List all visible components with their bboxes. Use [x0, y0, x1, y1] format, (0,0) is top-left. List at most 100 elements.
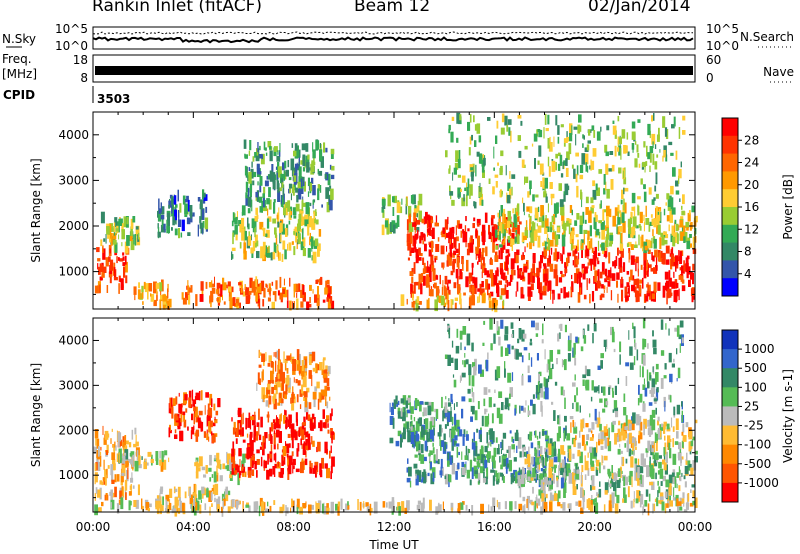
velocity-cell	[668, 352, 672, 363]
power-cell	[631, 284, 635, 292]
power-cell	[681, 268, 683, 276]
velocity-cell	[536, 353, 539, 361]
power-cell	[203, 192, 206, 198]
power-cell	[572, 250, 576, 257]
power-cell	[396, 202, 401, 213]
power-cell	[654, 185, 657, 192]
velocity-cell	[473, 366, 477, 376]
power-cell	[481, 247, 485, 253]
velocity-cell	[109, 491, 113, 496]
power-cell	[615, 256, 618, 267]
power-cell	[671, 124, 675, 129]
velocity-cell	[674, 327, 678, 332]
velocity-cell	[280, 383, 282, 391]
velocity-cell	[507, 372, 512, 383]
power-cell	[327, 173, 331, 186]
velocity-cell	[664, 435, 666, 441]
power-cell	[510, 238, 515, 245]
power-cell	[305, 202, 310, 215]
velocity-cell	[404, 416, 406, 421]
power-cell	[473, 217, 476, 222]
power-cell	[515, 253, 519, 264]
power-cell	[434, 222, 438, 227]
velocity-cell	[311, 374, 313, 387]
power-cell	[302, 216, 306, 226]
power-cell	[550, 288, 552, 300]
velocity-cell	[295, 412, 298, 423]
velocity-cell	[311, 351, 316, 362]
power-cell	[543, 265, 547, 272]
power-cell	[317, 246, 320, 257]
power-cell	[628, 285, 630, 297]
velocity-cell	[627, 486, 630, 498]
power-cell	[499, 210, 500, 219]
velocity-cell	[180, 411, 183, 423]
power-cell	[477, 223, 480, 227]
power-cell	[450, 270, 454, 276]
velocity-cell	[201, 486, 205, 494]
velocity-cell	[676, 472, 680, 478]
velocity-cell	[511, 436, 514, 442]
power-cell	[524, 145, 528, 150]
power-colorbar-segment	[722, 242, 738, 261]
velocity-cell	[322, 373, 327, 378]
power-cell	[549, 263, 554, 272]
velocity-cell	[236, 502, 239, 510]
velocity-cell	[417, 418, 421, 424]
velocity-cell	[267, 380, 271, 384]
power-cell	[130, 218, 134, 229]
velocity-cell	[596, 467, 599, 471]
power-cell	[299, 186, 301, 195]
velocity-cell	[437, 432, 440, 437]
velocity-cell	[614, 503, 619, 514]
velocity-cell	[432, 472, 435, 482]
velocity-cell	[658, 461, 662, 469]
power-cell	[540, 255, 543, 264]
power-cell	[477, 261, 479, 265]
power-cell	[216, 298, 219, 302]
power-cell	[309, 284, 312, 291]
velocity-cell	[600, 438, 604, 445]
power-cell	[322, 299, 326, 303]
power-cell	[533, 230, 537, 241]
power-cell	[653, 218, 657, 228]
power-colorbar-tick-label: 12	[744, 222, 759, 236]
power-cell	[468, 272, 473, 282]
velocity-cell	[535, 322, 539, 331]
velocity-cell	[285, 359, 288, 364]
velocity-cell	[549, 484, 553, 490]
power-cell	[651, 133, 656, 145]
power-cell	[668, 270, 671, 282]
velocity-cell	[483, 320, 486, 325]
power-cell	[490, 259, 493, 265]
power-cell	[424, 243, 427, 252]
power-cell	[447, 300, 450, 312]
velocity-cell	[490, 469, 494, 473]
velocity-cell	[366, 506, 370, 511]
velocity-cell	[676, 378, 678, 382]
velocity-cell	[604, 490, 608, 495]
velocity-cell	[313, 417, 316, 428]
power-cell	[276, 245, 278, 257]
velocity-cell	[673, 487, 675, 498]
velocity-cell	[567, 458, 570, 462]
power-cell	[235, 234, 238, 241]
velocity-cell	[367, 509, 372, 513]
velocity-cell	[527, 476, 531, 482]
power-cell	[588, 129, 591, 136]
power-cell	[482, 154, 484, 160]
power-cell	[411, 276, 414, 284]
velocity-cell	[210, 492, 213, 501]
velocity-cell	[482, 342, 485, 346]
velocity-cell	[538, 373, 540, 382]
velocity-cell	[226, 451, 228, 464]
velocity-cell	[543, 484, 546, 494]
power-cell	[156, 284, 158, 296]
velocity-cell	[421, 456, 423, 460]
velocity-cell	[546, 477, 550, 487]
power-colorbar-segment	[722, 260, 738, 279]
velocity-cell	[552, 441, 555, 450]
velocity-cell	[485, 359, 489, 372]
velocity-cell	[444, 354, 448, 359]
power-cell	[331, 300, 335, 309]
